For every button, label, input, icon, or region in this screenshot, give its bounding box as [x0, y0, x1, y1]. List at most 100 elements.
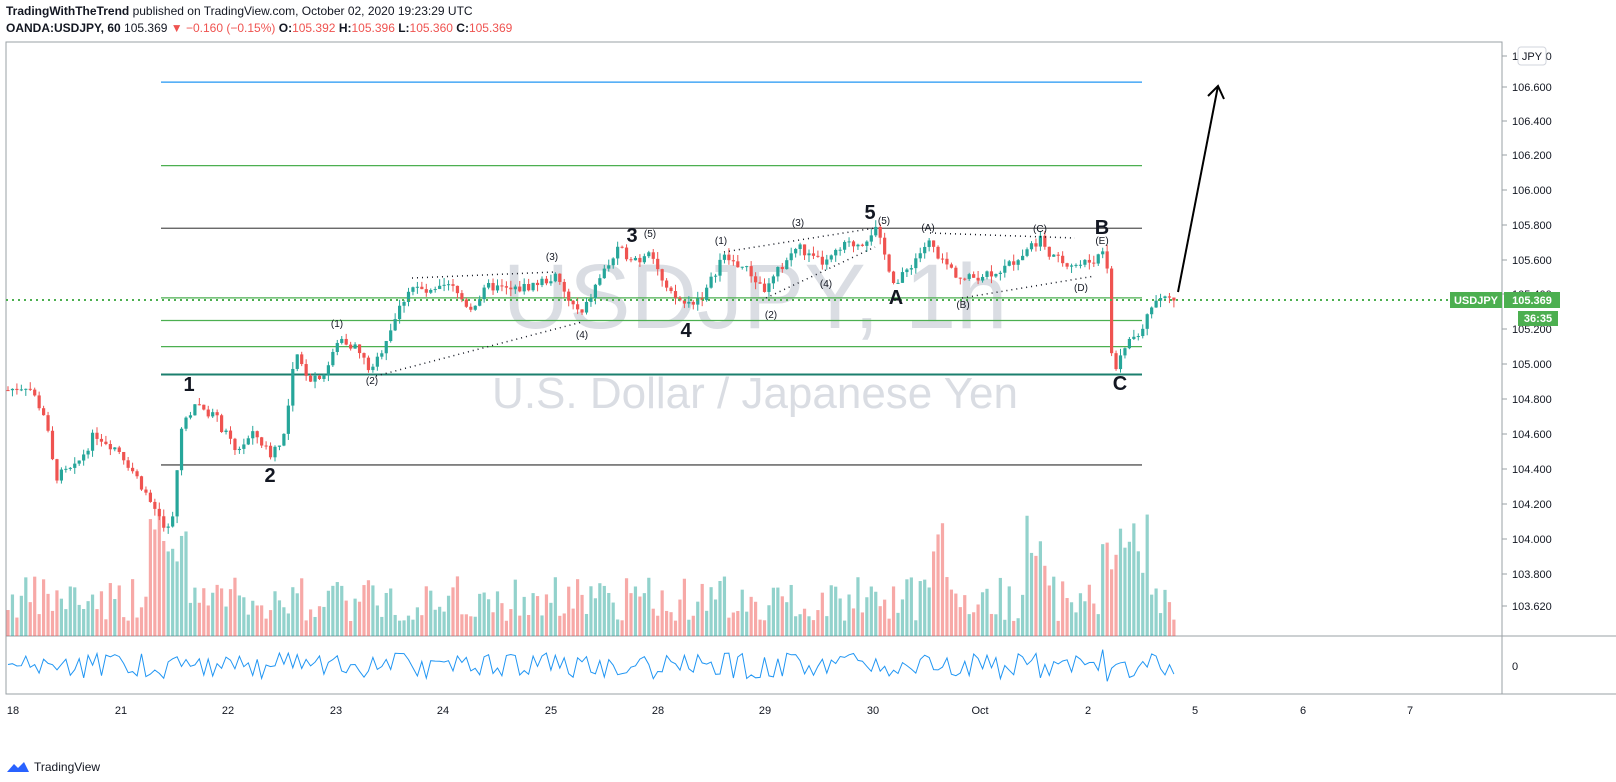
volume-bar [518, 615, 522, 636]
volume-bar [166, 551, 170, 636]
wave-label-a: A [889, 287, 903, 309]
volume-bar [856, 577, 860, 636]
candle-body [611, 258, 615, 266]
candle-body [887, 254, 891, 272]
high-label: H: [338, 21, 352, 35]
candle-body [798, 244, 802, 249]
candle-body [1096, 254, 1100, 264]
candle-body [1101, 251, 1105, 255]
candle-body [500, 285, 504, 287]
volume-bar [349, 620, 353, 636]
publisher-name[interactable]: TradingWithTheTrend [6, 4, 130, 18]
candle-body [900, 272, 905, 283]
volume-bar [878, 606, 882, 636]
candle-body [157, 508, 161, 517]
volume-bar [896, 612, 900, 636]
volume-bar [838, 598, 842, 636]
minor-wave-labels: (1) (2) (3) (4) (5) (1) (2) (3) (4) (5) … [331, 216, 1109, 387]
volume-bar [375, 605, 379, 636]
currency-button[interactable] [1517, 46, 1547, 66]
candle-body [317, 375, 322, 379]
candle-body [958, 277, 962, 279]
candle-body [1132, 336, 1136, 339]
volume-bar [1145, 514, 1149, 636]
candle-body [829, 255, 833, 260]
high-value: 105.396 [351, 21, 395, 35]
candle-body [562, 281, 566, 292]
price-axis[interactable]: 106.800106.600106.400106.200106.000105.8… [1502, 51, 1552, 613]
candle-body [665, 280, 669, 288]
volume-bar [780, 596, 784, 636]
time-tick-label: 21 [115, 705, 127, 717]
volume-bar [139, 607, 144, 636]
volume-bar [678, 599, 682, 636]
tradingview-branding[interactable]: TradingView [6, 760, 100, 774]
candle-body [825, 259, 829, 265]
volume-bar [406, 615, 411, 636]
volume-bar [433, 609, 437, 636]
volume-bar [798, 614, 802, 636]
volume-bar [420, 615, 424, 636]
candle-body [696, 298, 700, 305]
candle-body [843, 241, 847, 250]
price-tick-label: 105.600 [1512, 255, 1552, 267]
volume-bar [1025, 515, 1029, 636]
candle-body [433, 289, 437, 291]
candle-body [197, 404, 201, 406]
candle-body [211, 412, 215, 417]
time-tick-label: 29 [759, 705, 771, 717]
time-axis[interactable]: 18 21 22 23 24 25 28 29 30 Oct 2 5 6 7 [7, 705, 1413, 717]
candle-body [1127, 338, 1131, 349]
volume-bar [313, 616, 317, 636]
candle-body [914, 258, 918, 269]
candle-body [313, 375, 317, 382]
time-tick-label: 28 [652, 705, 664, 717]
volume-bar [1167, 602, 1172, 636]
volume-bar [843, 620, 847, 636]
volume-bar [802, 608, 807, 636]
candle-body [179, 428, 184, 471]
volume-bar [647, 577, 651, 636]
candle-body [68, 467, 72, 469]
minor-label-4b: (4) [820, 279, 832, 290]
candle-body [660, 269, 664, 281]
volume-bar [59, 598, 63, 636]
candle-body [64, 468, 68, 470]
symbol-tag [1450, 292, 1502, 308]
volume-bar [117, 585, 121, 636]
volume-bar [113, 599, 117, 636]
candle-body [144, 489, 148, 493]
volume-bar [829, 585, 833, 636]
time-tick-label: 2 [1085, 705, 1091, 717]
minor-label-D: (D) [1074, 283, 1088, 294]
candle-body [1034, 243, 1038, 247]
volume-bar [598, 583, 602, 636]
candle-body [589, 298, 593, 302]
volume-bar [660, 590, 664, 636]
candle-body [1043, 235, 1047, 247]
candle-body [535, 282, 540, 286]
time-tick-label: 25 [545, 705, 557, 717]
candle-body [740, 266, 744, 268]
volume-bar [1158, 613, 1163, 636]
volume-bar [914, 620, 918, 636]
minor-label-A: (A) [921, 223, 934, 234]
volume-bar [15, 617, 19, 636]
candlesticks [6, 220, 1176, 534]
volume-bar [1136, 551, 1140, 636]
price-tick-label: 106.600 [1512, 82, 1552, 94]
volume-bar [869, 586, 873, 636]
volume-bar [46, 593, 50, 636]
volume-bar [700, 583, 704, 636]
volume-bar [923, 579, 927, 636]
volume-bar [629, 593, 633, 636]
candle-body [940, 258, 945, 260]
volume-bar [335, 582, 339, 636]
close-value: 105.369 [468, 21, 513, 35]
candle-body [891, 271, 896, 283]
candle-body [638, 257, 642, 263]
major-wave-labels: 1 2 3 4 5 A B C [183, 202, 1127, 487]
candle-body [633, 257, 638, 261]
volume-bar [1118, 528, 1123, 636]
